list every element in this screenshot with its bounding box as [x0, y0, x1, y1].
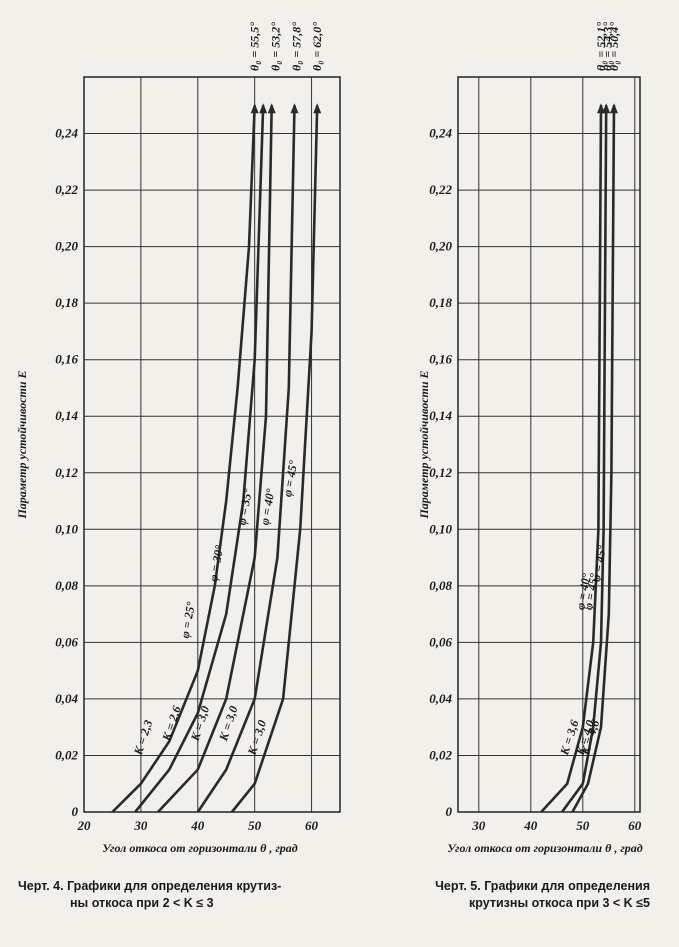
y-tick-label: 0,04 [55, 691, 78, 706]
y-tick-label: 0,22 [55, 182, 78, 197]
x-tick-label: 50 [576, 818, 590, 833]
arrow-head [267, 103, 276, 114]
y-tick-label: 0,24 [55, 126, 78, 141]
k-label: K = 2,3 [131, 718, 156, 757]
series-label: φ = 40° [573, 572, 593, 611]
x-tick-label: 40 [523, 818, 538, 833]
y-tick-label: 0,20 [55, 239, 78, 254]
y-tick-label: 0,16 [429, 352, 452, 367]
k-label: K = 3,0 [216, 704, 241, 743]
arrow-head [313, 103, 322, 114]
curve [111, 105, 256, 813]
caption: ны откоса при 2 < K ≤ 3 [70, 896, 214, 910]
x-axis-label: Угол откоса от горизонтали θ , град [447, 841, 642, 855]
curve [571, 105, 616, 813]
k-label: K = 2,6 [159, 704, 184, 743]
x-axis-label: Угол откоса от горизонтали θ , град [102, 841, 297, 855]
arrow-head [610, 103, 618, 114]
y-tick-label: 0,22 [429, 182, 452, 197]
theta-label: θ₀ = 57,8° [289, 22, 303, 71]
x-tick-label: 40 [190, 818, 205, 833]
y-axis-label: Параметр устойчивости E [15, 370, 29, 519]
y-tick-label: 0,16 [55, 352, 78, 367]
caption: крутизны откоса при 3 < K ≤5 [469, 896, 650, 910]
x-tick-label: 60 [305, 818, 319, 833]
y-tick-label: 0,10 [55, 521, 78, 536]
curve [230, 105, 319, 813]
series-label: φ = 45° [280, 459, 300, 498]
x-tick-label: 30 [133, 818, 148, 833]
x-tick-label: 30 [471, 818, 486, 833]
plot-frame [83, 76, 341, 813]
series-label: φ = 40° [257, 487, 277, 526]
y-tick-label: 0 [72, 804, 79, 819]
y-tick-label: 0,14 [55, 408, 78, 423]
curve [134, 105, 265, 813]
series-label: φ = 30° [206, 544, 226, 583]
y-tick-label: 0,24 [429, 126, 452, 141]
y-tick-label: 0 [446, 804, 453, 819]
y-tick-label: 0,02 [429, 747, 452, 762]
arrow-head [597, 103, 605, 114]
y-tick-label: 0,08 [55, 578, 78, 593]
curve [540, 105, 603, 813]
y-tick-label: 0,12 [55, 465, 78, 480]
theta-label: θ₀ = 50,4° [607, 22, 621, 71]
series-label: φ = 25° [178, 600, 198, 639]
y-tick-label: 0,20 [429, 239, 452, 254]
caption: Черт. 5. Графики для определения [435, 879, 650, 893]
arrow-head [602, 103, 611, 114]
curve [560, 105, 608, 813]
theta-label: θ₀ = 54,3° [601, 22, 615, 71]
y-axis-label: Параметр устойчивости E [417, 370, 431, 519]
y-tick-label: 0,08 [429, 578, 452, 593]
arrow-head [250, 103, 259, 114]
series-label: φ = 35° [235, 487, 255, 526]
series-label: φ = 45° [589, 544, 609, 583]
y-tick-label: 0,10 [429, 521, 452, 536]
y-tick-label: 0,18 [429, 295, 452, 310]
y-tick-label: 0,14 [429, 408, 452, 423]
theta-label: θ₀ = 62,0° [310, 22, 324, 71]
theta-label: θ₀ = 55,5° [248, 22, 262, 71]
caption: Черт. 4. Графики для определения крутиз- [18, 879, 281, 893]
theta-label: θ₀ = 53,2° [269, 22, 283, 71]
theta-label: θ₀ = 52,1° [594, 22, 608, 71]
curve [196, 105, 296, 813]
series-label: φ = 45° [581, 572, 601, 611]
y-tick-label: 0,02 [55, 747, 78, 762]
y-tick-label: 0,06 [55, 634, 78, 649]
y-tick-label: 0,12 [429, 465, 452, 480]
curve [157, 105, 273, 813]
arrow-head [259, 103, 268, 114]
y-tick-label: 0,18 [55, 295, 78, 310]
arrow-head [290, 103, 299, 114]
x-tick-label: 20 [77, 818, 92, 833]
x-tick-label: 50 [248, 818, 262, 833]
plot-frame [457, 76, 641, 813]
y-tick-label: 0,06 [429, 634, 452, 649]
y-tick-label: 0,04 [429, 691, 452, 706]
x-tick-label: 60 [628, 818, 642, 833]
